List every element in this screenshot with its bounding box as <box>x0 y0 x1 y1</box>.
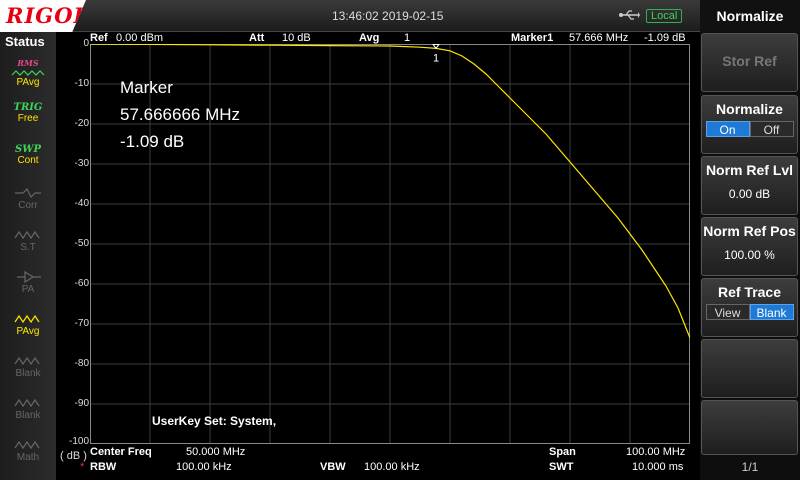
marker-level: -1.09 dB <box>644 32 686 44</box>
rigol-logo: RIGOL <box>0 0 86 32</box>
span-value[interactable]: 100.00 MHz <box>626 446 685 458</box>
st-icon <box>13 228 43 242</box>
trace-blank-icon <box>13 354 43 368</box>
rbw-auto-indicator: * <box>80 461 84 473</box>
ref-trace-view[interactable]: View <box>706 304 750 320</box>
ref-trace-toggle[interactable]: Ref Trace View Blank <box>701 278 798 337</box>
y-tick: -70 <box>58 318 89 329</box>
norm-ref-pos-value: 100.00 % <box>702 248 797 262</box>
normalize-off[interactable]: Off <box>750 121 794 137</box>
softkey-empty-6[interactable] <box>701 339 798 398</box>
vbw-label[interactable]: VBW <box>320 461 346 473</box>
y-tick: -40 <box>58 198 89 209</box>
trace3-status[interactable]: Blank <box>6 396 50 432</box>
norm-ref-lvl-label: Norm Ref Lvl <box>702 162 797 178</box>
normalize-label: Normalize <box>702 101 797 117</box>
local-badge: Local <box>646 9 682 23</box>
trace-math-status[interactable]: Math <box>6 438 50 474</box>
menu-title: Normalize <box>700 0 800 32</box>
y-tick: -90 <box>58 398 89 409</box>
vbw-value[interactable]: 100.00 kHz <box>364 461 420 473</box>
top-bar: RIGOL 13:46:02 2019-02-15 Local <box>0 0 700 32</box>
ref-value: 0.00 dBm <box>116 32 163 44</box>
marker-label: Marker1 <box>511 32 553 44</box>
y-tick: -100 <box>58 436 89 447</box>
norm-ref-pos-label: Norm Ref Pos <box>702 223 797 239</box>
corr-icon <box>13 186 43 200</box>
sweep-icon: SWP <box>6 144 50 155</box>
rbw-label[interactable]: RBW <box>90 461 116 473</box>
ref-label: Ref <box>90 32 108 44</box>
norm-ref-pos-button[interactable]: Norm Ref Pos 100.00 % <box>701 217 798 276</box>
page-indicator: 1/1 <box>700 460 800 474</box>
st-status[interactable]: S.T <box>6 228 50 264</box>
corr-status[interactable]: Corr <box>6 186 50 222</box>
marker-readout-level: -1.09 dB <box>120 128 240 155</box>
softkey-menu: Normalize Stor Ref Normalize On Off Norm… <box>700 0 800 480</box>
brand-text: RIGOL <box>6 3 89 28</box>
trace-math-icon <box>13 438 43 452</box>
ref-trace-switch[interactable]: View Blank <box>702 304 797 320</box>
trace1-status[interactable]: PAvg <box>6 312 50 348</box>
stor-ref-button[interactable]: Stor Ref <box>701 33 798 92</box>
y-tick: -20 <box>58 118 89 129</box>
trace2-status[interactable]: Blank <box>6 354 50 390</box>
marker-readout: Marker 57.666666 MHz -1.09 dB <box>120 74 240 155</box>
clock: 13:46:02 2019-02-15 <box>332 9 443 23</box>
normalize-switch[interactable]: On Off <box>702 121 797 137</box>
y-tick: -80 <box>58 358 89 369</box>
y-tick: 0 <box>58 38 89 49</box>
usb-icon <box>618 8 640 22</box>
status-title: Status <box>5 34 45 49</box>
normalize-on[interactable]: On <box>706 121 750 137</box>
stor-ref-label: Stor Ref <box>702 53 797 69</box>
y-tick: -30 <box>58 158 89 169</box>
swt-label[interactable]: SWT <box>549 461 573 473</box>
trace-pavg-icon <box>13 312 43 326</box>
marker-1: 1 <box>433 44 439 64</box>
span-label[interactable]: Span <box>549 446 576 458</box>
swt-value[interactable]: 10.000 ms <box>632 461 683 473</box>
power-avg-status[interactable]: RMS PAvg <box>6 58 50 94</box>
ref-trace-label: Ref Trace <box>702 284 797 300</box>
status-panel: Status RMS PAvg TRIG Free SWP Cont Corr … <box>0 32 56 480</box>
normalize-toggle[interactable]: Normalize On Off <box>701 95 798 154</box>
power-avg-icon <box>11 69 45 77</box>
userkey-text: UserKey Set: System, <box>152 414 276 428</box>
trace-blank-icon <box>13 396 43 410</box>
marker-readout-title: Marker <box>120 74 240 101</box>
pa-status[interactable]: PA <box>6 270 50 306</box>
att-label: Att <box>249 32 264 44</box>
center-freq-value[interactable]: 50.000 MHz <box>186 446 245 458</box>
norm-ref-lvl-value: 0.00 dB <box>702 187 797 201</box>
trigger-icon: TRIG <box>6 102 50 113</box>
sweep-status[interactable]: SWP Cont <box>6 144 50 180</box>
ref-trace-blank[interactable]: Blank <box>750 304 794 320</box>
softkey-empty-7[interactable] <box>701 400 798 455</box>
y-tick: -60 <box>58 278 89 289</box>
center-freq-label[interactable]: Center Freq <box>90 446 152 458</box>
pa-icon <box>13 270 43 284</box>
marker-1-label: 1 <box>433 52 439 64</box>
avg-value: 1 <box>404 32 410 44</box>
avg-label: Avg <box>359 32 379 44</box>
rbw-value[interactable]: 100.00 kHz <box>176 461 232 473</box>
att-value: 10 dB <box>282 32 311 44</box>
y-tick: -50 <box>58 238 89 249</box>
marker-freq: 57.666 MHz <box>569 32 628 44</box>
norm-ref-lvl-button[interactable]: Norm Ref Lvl 0.00 dB <box>701 156 798 215</box>
trigger-status[interactable]: TRIG Free <box>6 102 50 138</box>
marker-readout-freq: 57.666666 MHz <box>120 101 240 128</box>
y-tick: -10 <box>58 78 89 89</box>
